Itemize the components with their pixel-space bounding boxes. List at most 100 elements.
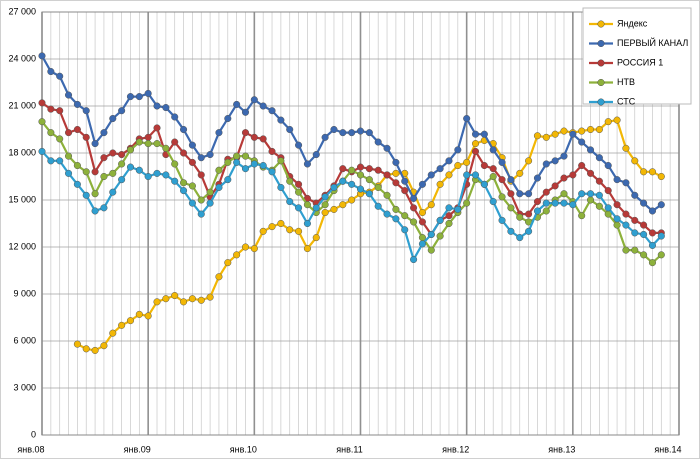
data-point <box>648 168 657 176</box>
data-point <box>410 204 418 212</box>
data-point <box>640 230 648 239</box>
data-point <box>516 213 524 221</box>
data-point <box>321 208 329 217</box>
data-point <box>47 105 55 113</box>
data-point <box>126 93 135 101</box>
data-point <box>622 144 630 152</box>
y-tick-label: 3 000 <box>13 382 36 392</box>
data-point <box>118 107 126 115</box>
data-point <box>551 199 559 207</box>
data-point <box>445 219 453 228</box>
data-point <box>648 207 657 215</box>
data-point <box>560 174 568 182</box>
data-point <box>241 108 250 116</box>
data-point <box>286 226 294 234</box>
y-tick-label: 12 000 <box>8 241 36 251</box>
data-point <box>383 144 391 152</box>
data-point <box>153 140 161 148</box>
data-point <box>595 191 603 199</box>
data-point <box>507 190 515 198</box>
data-point <box>507 176 515 184</box>
data-point <box>648 259 657 267</box>
data-point <box>215 273 223 281</box>
data-point <box>427 171 435 179</box>
data-point <box>489 172 497 181</box>
data-point <box>100 154 108 162</box>
data-point <box>188 158 196 166</box>
x-tick-label: янв.08 <box>17 444 44 454</box>
data-point <box>339 165 347 173</box>
data-point <box>180 179 188 187</box>
data-point <box>578 138 586 146</box>
data-point <box>374 183 382 192</box>
y-tick-label: 21 000 <box>8 100 36 110</box>
data-point <box>410 218 418 226</box>
data-point <box>126 317 135 325</box>
data-point <box>295 204 303 212</box>
data-point <box>339 201 347 209</box>
data-point <box>578 161 586 170</box>
data-point <box>100 172 108 181</box>
data-point <box>100 129 108 137</box>
data-point <box>312 234 320 242</box>
data-point <box>613 221 621 229</box>
data-point <box>295 180 303 188</box>
data-point <box>171 292 179 300</box>
data-point <box>640 168 648 176</box>
y-tick-label: 18 000 <box>8 147 36 157</box>
data-point <box>135 166 143 174</box>
data-point <box>604 161 612 170</box>
data-point <box>401 187 409 195</box>
data-point <box>38 99 46 107</box>
data-point <box>312 151 320 159</box>
data-point <box>171 113 179 121</box>
data-point <box>480 180 488 188</box>
data-point <box>392 179 400 187</box>
data-point <box>180 125 188 134</box>
data-point <box>348 166 356 174</box>
data-point <box>224 176 232 184</box>
y-tick-label: 24 000 <box>8 53 36 63</box>
data-point <box>365 190 373 198</box>
data-point <box>463 171 471 179</box>
data-point <box>118 160 126 168</box>
data-point <box>613 201 621 209</box>
data-point <box>436 232 444 240</box>
data-point <box>91 190 99 198</box>
data-point <box>171 177 179 185</box>
data-point <box>507 204 515 212</box>
data-point <box>604 187 612 195</box>
data-point <box>135 138 143 146</box>
data-point <box>162 171 170 179</box>
data-point <box>533 132 541 140</box>
data-point <box>586 146 595 154</box>
y-tick-label: 15 000 <box>8 194 36 204</box>
legend-marker <box>597 59 605 67</box>
data-point <box>135 93 143 101</box>
data-point <box>401 226 409 234</box>
data-point <box>224 158 232 166</box>
data-point <box>525 190 533 198</box>
data-point <box>471 140 480 148</box>
data-point <box>250 133 258 141</box>
data-point <box>250 245 258 253</box>
data-point <box>613 116 621 124</box>
data-point <box>613 215 621 223</box>
data-point <box>463 158 471 166</box>
data-point <box>657 201 665 209</box>
data-point <box>47 129 55 137</box>
data-point <box>356 163 365 171</box>
data-point <box>445 157 453 165</box>
data-point <box>427 246 435 254</box>
data-point <box>595 202 603 210</box>
data-point <box>91 346 99 354</box>
data-point <box>73 100 81 108</box>
data-point <box>578 127 586 135</box>
data-point <box>268 223 276 231</box>
data-point <box>542 199 550 207</box>
data-point <box>312 204 320 212</box>
x-tick-label: янв.14 <box>654 444 681 454</box>
data-point <box>268 107 276 115</box>
data-point <box>622 210 630 218</box>
